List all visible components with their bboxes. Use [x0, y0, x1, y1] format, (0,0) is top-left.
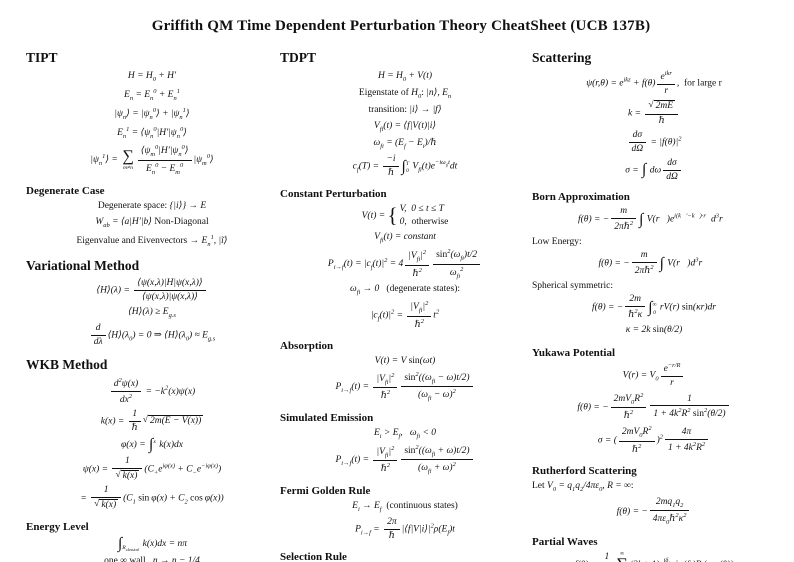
equation: ωfi → 0 (degenerate states): [349, 284, 461, 297]
equation: transition: |i⟩ → |f⟩ [368, 104, 442, 115]
equation: one ∞ wall n → n − 1/4 [104, 555, 200, 562]
equation: V(r) = V0 e−r/R r [532, 362, 776, 389]
equation: Eigenstate of H0: |n⟩, En [358, 87, 452, 100]
section-born-approximation: Born Approximation f(θ) = − m 2πℏ2 ∫ V(r⃗)ei… [532, 191, 776, 337]
section-heading: Rutherford Scattering [532, 464, 637, 477]
equation: Ei > Ef, ωfi < 0 [373, 427, 437, 440]
section-tipt: TIPT H = H0 + H′ En = En0 + En1 |ψn⟩ = |ψn0… [26, 50, 278, 176]
section-heading: Simulated Emission [280, 411, 374, 424]
section-tdpt: TDPT H = H0 + V(t) Eigenstate of H0: |n⟩, … [280, 50, 530, 179]
equation: Vfi(t) = constant [374, 232, 436, 245]
equation: ⟨H⟩(λ) = ⟨ψ(x,λ)|H|ψ(x,λ)⟩ ⟨ψ(x,λ)|ψ(x,λ)… [26, 278, 278, 303]
equation: k = √ 2mE ℏ [532, 100, 776, 127]
equation: Ei → Ef (continuous states) [352, 500, 458, 513]
equation: φ(x) = ∫ x k(x)dx [121, 435, 183, 453]
equation: f(θ) = −2mq1q2 4πε0ℏ2κ2 [532, 497, 776, 527]
equation: f(θ) = −2mV0R2 ℏ2 1 1 + 4k2R2 sin2(θ/2) [532, 392, 776, 423]
equation: ψ(r,θ) = eikz + f(θ) eikr r, for large r [586, 70, 722, 97]
equation: k(x) = 1 ℏ √ 2m(E − V(x)) [100, 409, 204, 434]
section-variational-method: Variational Method ⟨H⟩(λ) = ⟨ψ(x,λ)|H|ψ(x… [26, 258, 278, 348]
equation: κ = 2k sin(θ/2) [625, 325, 683, 336]
equation: Eigenvalue and Eivenvectors → En1, |ĩ⟩ [76, 234, 228, 249]
section-selection-rule: Selection RuleFor spherical symmetric po… [280, 551, 530, 562]
section-rutherford-scattering: Rutherford Scattering Let V0 = q1q2/4πε0,… [532, 465, 776, 527]
equation: H = H0 + H′ [127, 71, 177, 83]
equation: Pi→f = 2π ℏ |⟨f|V|i⟩|2ρ(Ef)t [355, 516, 455, 541]
equation: En1 = ⟨ψn0|H′|ψn0⟩ [117, 126, 187, 141]
section-heading: TDPT [280, 50, 317, 65]
section-heading: Scattering [532, 50, 592, 65]
equation: σ = ∫ dω dσ dΩ [532, 158, 776, 183]
section-scattering: Scattering ψ(r,θ) = eikz + f(θ) eikr r, for… [532, 50, 776, 182]
section-simulated-emission: Simulated Emission Ei > Ef, ωfi < 0 Pi→f(t… [280, 412, 530, 476]
equation: σ = (2mV0R2 ℏ2)2 4π 1 + 4k2R2 [532, 425, 776, 456]
section-heading: Partial Waves [532, 535, 598, 548]
equation: f(θ) = 1k∞∑l=0(2l + 1)eiδl sin(δl)Pl(cos… [532, 551, 776, 562]
column-tipt: TIPT H = H0 + H′ En = En0 + En1 |ψn⟩ = |ψn0… [26, 45, 278, 562]
equation: ∫ Rclassical k(x)dx = nπ [117, 535, 188, 553]
equation: V(t) = {V, 0 ≤ t ≤ T 0, otherwise [361, 202, 449, 227]
equation: Pi→f(t) = |cf(t)|2 = 4 |Vfi|2 ℏ2 sin2(ωfi)t… [280, 248, 530, 280]
section-heading: Constant Perturbation [280, 187, 387, 200]
column-tdpt: TDPT H = H0 + V(t) Eigenstate of H0: |n⟩, … [278, 45, 530, 562]
text-line: Spherical symmetric: [532, 281, 613, 292]
section-heading: Selection Rule [280, 550, 347, 562]
equation: ωfi = (Ef − Ei)/ℏ [373, 138, 437, 150]
section-fermi-golden-rule: Fermi Golden Rule Ei → Ef (continuous sta… [280, 485, 530, 542]
equation: ψ(x) = 1 √ k(x) (C+eiφ(x) + C−e−iφ(x)) [82, 455, 222, 481]
section-heading: Born Approximation [532, 191, 630, 204]
section-wkb-method: WKB Method d2ψ(x) dx2 = −k2(x)ψ(x) k(x) = 1… [26, 357, 278, 512]
equation: cf(T) = −i ℏ ∫ T 0 Vfi(t)e−iωfitdt [352, 153, 458, 178]
equation: Wab = ⟨a|H′|b⟩ Non-Diagonal [95, 217, 209, 230]
equation: Degenerate space: {|i⟩} → E [97, 201, 207, 212]
section-heading: WKB Method [26, 356, 108, 372]
equation: |ψn⟩ = |ψn0⟩ + |ψn1⟩ [114, 107, 190, 122]
equation: d2ψ(x) dx2 = −k2(x)ψ(x) [26, 377, 278, 406]
section-heading: Energy Level [26, 521, 89, 534]
column-scattering: Scattering ψ(r,θ) = eikz + f(θ) eikr r, for… [530, 45, 776, 562]
columns-container: TIPT H = H0 + H′ En = En0 + En1 |ψn⟩ = |ψn0… [26, 45, 776, 562]
equation: d dλ ⟨H⟩(λ0) = 0 ⇒ ⟨H⟩(λ0) ≈ Eg.s [26, 323, 278, 348]
equation: Let V0 = q1q2/4πε0, R = ∞: [532, 480, 634, 493]
section-yukawa-potential: Yukawa Potential V(r) = V0 e−r/R r f(θ) = −2… [532, 347, 776, 456]
section-heading: Absorption [280, 339, 334, 352]
equation: dσ dΩ = |f(θ)|2 [532, 130, 776, 155]
equation: Pi→f(t) = |Vfi|2 ℏ2 sin2((ωfi + ω)t/2) (ωfi… [280, 444, 530, 476]
page-title: Griffith QM Time Dependent Perturbation … [151, 18, 651, 34]
equation: H = H0 + V(t) [377, 71, 433, 83]
equation: ⟨H⟩(λ) ≥ Eg.s [128, 307, 176, 320]
equation: = 1 √ k(x) (C1 sin φ(x) + C2 cos φ(x)) [80, 485, 224, 511]
equation: Vfi(t) = ⟨f|V(t)|i⟩ [373, 121, 437, 134]
section-heading: Fermi Golden Rule [280, 484, 371, 497]
equation: V(t) = V sin(ωt) [374, 355, 436, 366]
equation: En = En0 + En1 [124, 87, 180, 102]
section-heading: Degenerate Case [26, 185, 105, 198]
text-line: Low Energy: [532, 237, 582, 248]
section-energy-level: Energy Level ∫ Rclassical k(x)dx = nπ one ∞… [26, 521, 278, 562]
section-constant-perturbation: Constant Perturbation V(t) = {V, 0 ≤ t ≤ … [280, 188, 530, 331]
equation: f(θ) = −2m ℏ2κ ∫ ∞ 0 rV(r) sin(κr)dr [592, 294, 716, 321]
section-degenerate-case: Degenerate Case Degenerate space: {|i⟩} →… [26, 185, 278, 249]
section-partial-waves: Partial Waves f(θ) = 1k∞∑l=0(2l + 1)eiδl … [532, 536, 776, 562]
equation: Pi→f(t) = |Vfi|2 ℏ2 sin2((ωfi − ω)t/2) (ωfi… [280, 371, 530, 403]
section-heading: Yukawa Potential [532, 346, 616, 359]
section-heading: Variational Method [26, 258, 140, 274]
equation: |ψn1⟩ = ∑ m≠n ⟨ψm0|H′|ψn0⟩ En0 − Em0 |ψm0⟩ [90, 144, 214, 176]
equation: |cf(t)|2 = |Vfi|2 ℏ2 t2 [370, 300, 440, 330]
equation: f(θ) = − m 2πℏ2 ∫ V(r⃗)ei(k⃗′−k⃗)·r⃗d3r⃗ [577, 206, 731, 233]
section-heading: TIPT [26, 50, 58, 65]
section-absorption: Absorption V(t) = V sin(ωt) Pi→f(t) = |Vfi… [280, 340, 530, 403]
equation: f(θ) = − m 2πℏ2 ∫ V(r⃗)d3r⃗ [598, 250, 710, 277]
